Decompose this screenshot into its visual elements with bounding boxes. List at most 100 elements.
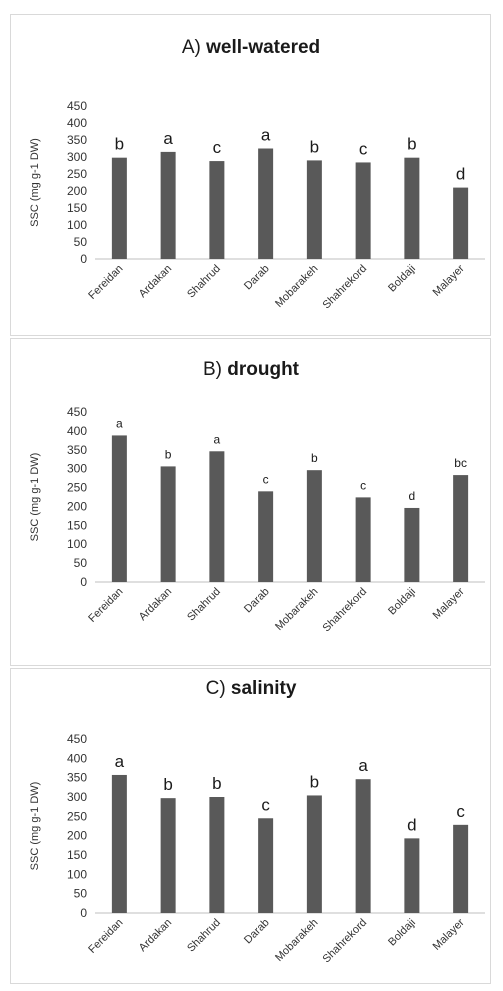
x-tick-label: Shahrud [185, 263, 223, 301]
bar-fereidan [111, 435, 127, 582]
bar-boldaji [404, 157, 420, 259]
bar-fereidan [111, 157, 127, 259]
y-tick-label: 100 [67, 867, 87, 881]
significance-letter: a [261, 126, 271, 145]
significance-letter: c [359, 139, 368, 158]
significance-letter: c [213, 138, 222, 157]
chart-svg-a: A) well-watered SSC (mg g-1 DW) 0 50 100 150 2… [29, 37, 485, 312]
x-tick-label: Darab [242, 263, 272, 293]
y-tick-label: 450 [67, 99, 87, 113]
bar-shahrud [209, 797, 225, 913]
bar-darab [258, 491, 274, 582]
bar-malayer [453, 475, 469, 582]
significance-letter: a [358, 756, 368, 775]
significance-letter: b [163, 775, 172, 794]
x-tick-label: Malayer [431, 262, 467, 298]
x-tick-label: Fereidan [86, 263, 125, 302]
significance-letter: d [407, 815, 416, 834]
x-tick-label: Fereidan [86, 586, 125, 625]
x-tick-label: Shahrud [185, 586, 223, 624]
y-tick-label: 50 [74, 556, 88, 570]
bar-ardakan [160, 798, 176, 913]
significance-letter: c [263, 472, 269, 486]
x-tick-label: Ardakan [137, 586, 174, 623]
bar-fereidan [111, 774, 127, 913]
bar-malayer [453, 187, 469, 259]
chart-title-b: B) drought [203, 359, 300, 380]
x-tick-label: Mobarakeh [273, 917, 320, 964]
y-tick-label: 200 [67, 184, 87, 198]
bar-ardakan [160, 466, 176, 582]
y-axis-label-b: SSC (mg g-1 DW) [29, 453, 41, 542]
y-tick-label: 200 [67, 829, 87, 843]
significance-letter: c [360, 478, 366, 492]
y-tick-label: 50 [74, 887, 88, 901]
x-tick-label: Darab [242, 586, 272, 616]
x-tick-label: Boldaji [386, 263, 418, 295]
x-tick-label: Shahrekord [321, 586, 370, 635]
significance-letter: b [165, 447, 172, 461]
y-tick-label: 450 [67, 405, 87, 419]
bar-shahrud [209, 451, 225, 582]
chart-panel-a: A) well-watered SSC (mg g-1 DW) 0 50 100 150 2… [10, 14, 491, 336]
y-tick-label: 400 [67, 116, 87, 130]
bar-shahrekord [355, 779, 371, 913]
significance-letter: b [212, 774, 221, 793]
y-tick-label: 100 [67, 537, 87, 551]
y-tick-label: 300 [67, 790, 87, 804]
bar-mobarakeh [306, 795, 322, 913]
chart-svg-b: B) drought SSC (mg g-1 DW) 0 50 100 150 200 250… [29, 359, 485, 635]
x-tick-label: Mobarakeh [273, 586, 320, 633]
y-axis-label-c: SSC (mg g-1 DW) [29, 782, 41, 871]
bar-boldaji [404, 507, 420, 582]
x-tick-label: Fereidan [86, 917, 125, 956]
y-tick-label: 100 [67, 218, 87, 232]
chart-svg-c: C) salinity SSC (mg g-1 DW) 0 50 100 150 200 25… [29, 678, 485, 966]
x-tick-label: Darab [242, 917, 272, 947]
y-tick-label: 0 [80, 575, 87, 589]
x-tick-label: Malayer [431, 585, 467, 621]
y-tick-label: 0 [80, 906, 87, 920]
significance-letter: b [310, 137, 319, 156]
y-tick-label: 350 [67, 771, 87, 785]
significance-letter: a [116, 416, 123, 430]
bar-boldaji [404, 838, 420, 913]
y-tick-label: 150 [67, 518, 87, 532]
significance-letter: a [214, 432, 221, 446]
significance-letter: c [261, 795, 270, 814]
significance-letter: b [310, 772, 319, 791]
y-tick-label: 450 [67, 732, 87, 746]
x-tick-label: Shahrekord [321, 263, 370, 312]
significance-letter: bc [454, 456, 467, 470]
y-tick-label: 350 [67, 133, 87, 147]
significance-letter: b [311, 451, 318, 465]
bar-ardakan [160, 151, 176, 259]
significance-letter: a [163, 129, 173, 148]
y-tick-label: 50 [74, 235, 88, 249]
y-axis-label-a: SSC (mg g-1 DW) [29, 138, 41, 227]
bar-malayer [453, 824, 469, 913]
x-tick-label: Shahrud [185, 917, 223, 955]
bar-darab [258, 148, 274, 259]
x-tick-label: Ardakan [137, 263, 174, 300]
y-tick-label: 400 [67, 751, 87, 765]
significance-letter: d [456, 165, 465, 184]
y-tick-label: 250 [67, 167, 87, 181]
bar-shahrekord [355, 162, 371, 259]
bar-shahrekord [355, 497, 371, 582]
x-tick-label: Shahrekord [321, 917, 370, 966]
x-tick-label: Ardakan [137, 917, 174, 954]
y-tick-label: 300 [67, 462, 87, 476]
significance-letter: d [409, 489, 416, 503]
bar-mobarakeh [306, 160, 322, 259]
y-tick-label: 0 [80, 252, 87, 266]
chart-panel-b: B) drought SSC (mg g-1 DW) 0 50 100 150 200 250… [10, 338, 491, 666]
y-tick-label: 350 [67, 443, 87, 457]
x-tick-label: Boldaji [386, 586, 418, 618]
y-tick-label: 250 [67, 809, 87, 823]
x-tick-label: Mobarakeh [273, 263, 320, 310]
y-tick-label: 250 [67, 481, 87, 495]
y-tick-label: 300 [67, 150, 87, 164]
chart-panel-c: C) salinity SSC (mg g-1 DW) 0 50 100 150 200 25… [10, 668, 491, 984]
x-tick-label: Boldaji [386, 917, 418, 949]
